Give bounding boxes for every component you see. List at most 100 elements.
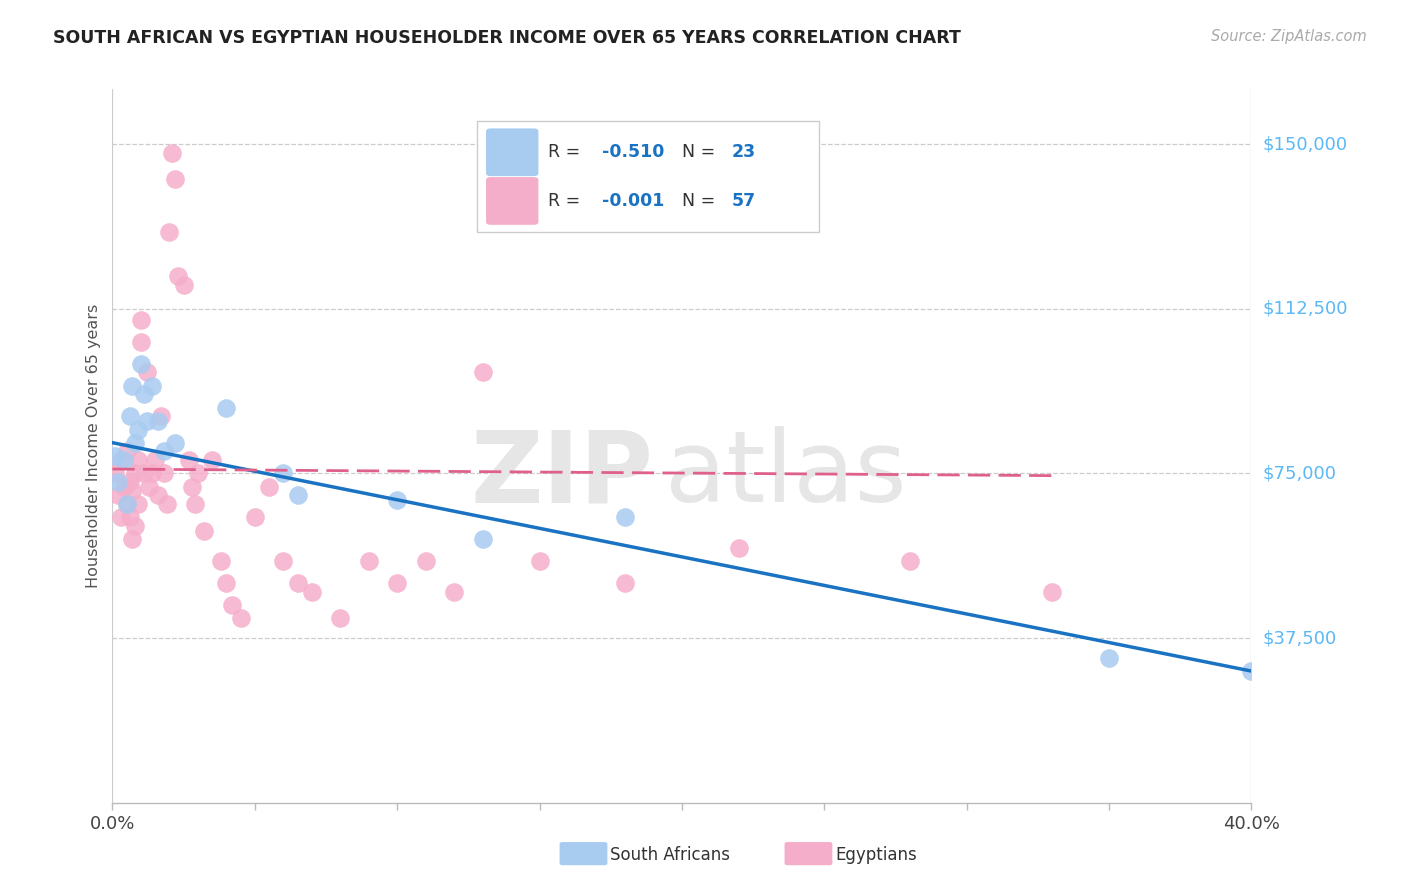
Point xyxy=(165,435,187,450)
Text: N =: N = xyxy=(682,144,721,161)
Point xyxy=(1098,651,1121,665)
Text: $112,500: $112,500 xyxy=(1263,300,1348,318)
Text: SOUTH AFRICAN VS EGYPTIAN HOUSEHOLDER INCOME OVER 65 YEARS CORRELATION CHART: SOUTH AFRICAN VS EGYPTIAN HOUSEHOLDER IN… xyxy=(53,29,962,46)
Point xyxy=(179,453,201,467)
Point xyxy=(443,585,465,599)
Point xyxy=(149,409,172,424)
FancyBboxPatch shape xyxy=(486,178,538,225)
Point xyxy=(107,488,129,502)
Point xyxy=(385,492,409,507)
Point xyxy=(165,172,187,186)
Text: South Africans: South Africans xyxy=(610,846,730,863)
Point xyxy=(127,453,149,467)
Point xyxy=(104,467,127,481)
Text: $150,000: $150,000 xyxy=(1263,135,1347,153)
Point xyxy=(129,357,152,371)
Point xyxy=(187,467,209,481)
Point xyxy=(257,480,280,494)
Point xyxy=(118,510,141,524)
Point xyxy=(110,510,132,524)
Point xyxy=(1040,585,1063,599)
Point xyxy=(357,554,380,568)
Point xyxy=(127,423,149,437)
Point xyxy=(146,414,169,428)
Point xyxy=(898,554,921,568)
Text: R =: R = xyxy=(547,192,585,210)
Text: Source: ZipAtlas.com: Source: ZipAtlas.com xyxy=(1211,29,1367,44)
Point xyxy=(118,475,141,490)
Point xyxy=(184,497,207,511)
Point xyxy=(229,611,252,625)
Point xyxy=(385,576,409,591)
Point xyxy=(173,277,195,292)
Text: Egyptians: Egyptians xyxy=(835,846,917,863)
Point xyxy=(121,483,143,498)
Point xyxy=(107,475,129,490)
Point xyxy=(271,554,295,568)
Point xyxy=(112,480,135,494)
Text: $75,000: $75,000 xyxy=(1263,465,1337,483)
Point xyxy=(135,414,157,428)
Point xyxy=(110,453,132,467)
Text: R =: R = xyxy=(547,144,585,161)
Point xyxy=(129,334,152,349)
Point xyxy=(132,387,155,401)
Point xyxy=(181,480,204,494)
Point xyxy=(159,225,180,239)
Point xyxy=(115,444,138,458)
Point xyxy=(138,480,160,494)
Point xyxy=(167,268,190,283)
Text: $37,500: $37,500 xyxy=(1263,629,1337,647)
FancyBboxPatch shape xyxy=(486,128,538,176)
Text: atlas: atlas xyxy=(665,426,907,523)
Point xyxy=(146,488,169,502)
Point xyxy=(118,409,141,424)
Point xyxy=(152,467,174,481)
Point xyxy=(155,497,177,511)
Point xyxy=(115,497,138,511)
Point xyxy=(141,378,163,392)
Text: -0.001: -0.001 xyxy=(602,192,665,210)
Point xyxy=(115,497,138,511)
Point xyxy=(141,467,163,481)
Point xyxy=(243,510,266,524)
Point xyxy=(129,312,152,326)
Point xyxy=(209,554,232,568)
Text: 57: 57 xyxy=(733,192,756,210)
Y-axis label: Householder Income Over 65 years: Householder Income Over 65 years xyxy=(86,304,101,588)
FancyBboxPatch shape xyxy=(477,121,818,232)
Point xyxy=(529,554,551,568)
Point xyxy=(124,519,146,533)
Text: 23: 23 xyxy=(733,144,756,161)
Point xyxy=(329,611,352,625)
Point xyxy=(613,510,636,524)
Point xyxy=(135,366,157,380)
Point xyxy=(301,585,323,599)
Text: ZIP: ZIP xyxy=(471,426,654,523)
Point xyxy=(287,576,309,591)
Text: N =: N = xyxy=(682,192,721,210)
Point xyxy=(415,554,437,568)
Point xyxy=(1240,664,1263,678)
Point xyxy=(104,449,127,463)
Point xyxy=(215,401,238,415)
Point xyxy=(287,488,309,502)
Point xyxy=(613,576,636,591)
Point xyxy=(193,524,215,538)
Point xyxy=(143,453,166,467)
Point xyxy=(728,541,751,555)
Point xyxy=(132,467,155,481)
Point xyxy=(271,467,295,481)
Point xyxy=(127,497,149,511)
Point xyxy=(121,533,143,547)
Point xyxy=(121,378,143,392)
Point xyxy=(112,453,135,467)
Point xyxy=(471,533,494,547)
Point xyxy=(124,467,146,481)
Point xyxy=(221,598,243,612)
Point xyxy=(162,145,184,160)
Point xyxy=(124,435,146,450)
Point xyxy=(471,366,494,380)
Point xyxy=(152,444,174,458)
Point xyxy=(201,453,224,467)
